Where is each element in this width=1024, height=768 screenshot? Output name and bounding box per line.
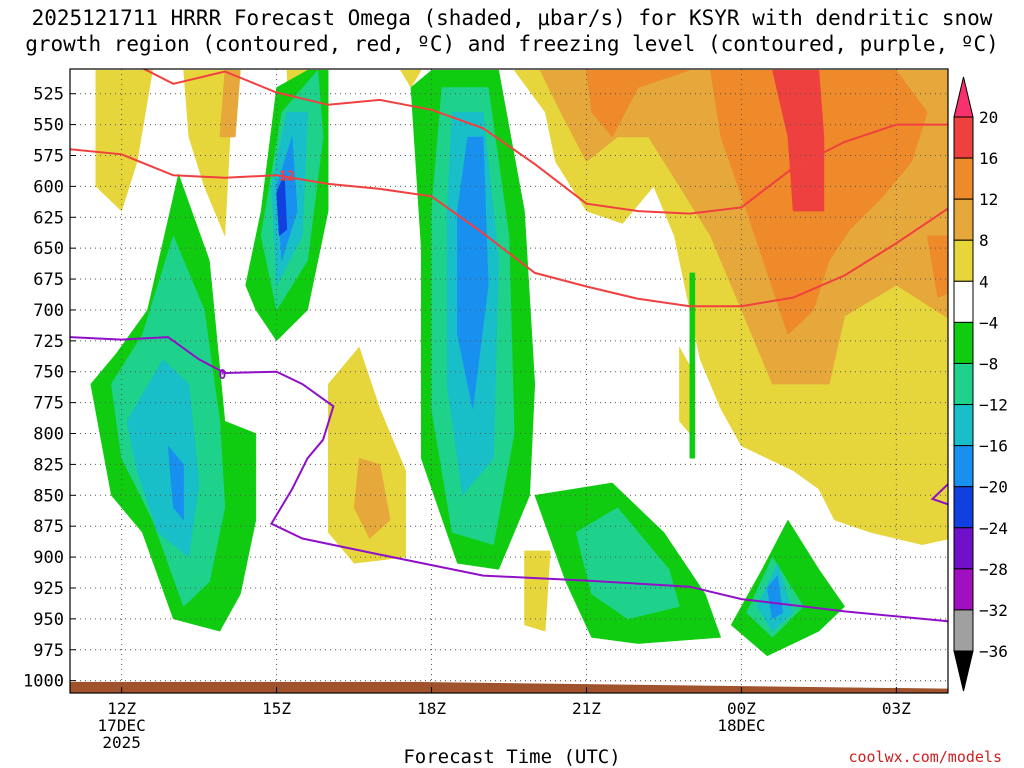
colorbar-bottom-arrow (953, 650, 974, 692)
x-tick-label-18-0: 18Z (417, 699, 446, 718)
y-tick-label-625: 625 (33, 208, 64, 228)
colorbar-label-11: −28 (979, 560, 1008, 579)
credit-text: coolwx.com/models (848, 748, 1002, 766)
colorbar-label-13: −36 (979, 642, 1008, 661)
colorbar-cell-4 (953, 239, 974, 282)
chart-title-line-1: 2025121711 HRRR Forecast Omega (shaded, … (31, 6, 993, 30)
colorbar-cell-2 (953, 157, 974, 200)
omega-region-13 (927, 235, 948, 298)
y-tick-label-850: 850 (33, 486, 64, 506)
y-tick-label-725: 725 (33, 332, 64, 352)
y-tick-label-600: 600 (33, 177, 64, 197)
contour-freezing-level (70, 336, 948, 623)
colorbar-top-arrow (953, 76, 974, 118)
omega-region-32 (167, 445, 184, 521)
colorbar-label-3: 8 (979, 231, 989, 250)
omega-region-11 (586, 69, 690, 138)
colorbar-cell-8 (953, 404, 974, 447)
x-tick-label-12-2: 2025 (102, 733, 141, 752)
colorbar-cell-11 (953, 527, 974, 570)
colorbar-label-4: 4 (979, 272, 989, 291)
omega-region-0 (95, 69, 153, 212)
contour-label-dendritic-growth-bottom: 12 (279, 169, 295, 184)
y-tick-label-1000: 1000 (23, 672, 64, 692)
y-tick-label-525: 525 (33, 85, 64, 105)
colorbar-cell-13 (953, 609, 974, 652)
y-tick-label-775: 775 (33, 394, 64, 414)
colorbar-label-5: −4 (979, 313, 998, 332)
omega-region-20 (689, 272, 696, 459)
contour-dendritic-growth-top (70, 148, 948, 308)
y-tick-label-800: 800 (33, 425, 64, 445)
colorbar-label-8: −16 (979, 437, 1008, 456)
colorbar-label-1: 16 (979, 149, 998, 168)
colorbar-cell-7 (953, 362, 974, 406)
colorbar-label-12: −32 (979, 601, 1008, 620)
y-tick-label-550: 550 (33, 116, 64, 136)
colorbar-cell-6 (953, 321, 974, 364)
y-tick-label-975: 975 (33, 641, 64, 661)
colorbar-cell-9 (953, 445, 974, 488)
y-tick-label-875: 875 (33, 517, 64, 537)
colorbar-label-0: 20 (979, 108, 998, 127)
omega-region-6 (524, 550, 551, 632)
y-tick-label-575: 575 (33, 146, 64, 166)
y-tick-label-825: 825 (33, 455, 64, 475)
colorbar-label-2: 12 (979, 190, 998, 209)
omega-region-9 (219, 69, 241, 138)
terrain-edge (410, 681, 948, 689)
y-tick-label-675: 675 (33, 270, 64, 290)
omega-region-4 (400, 69, 422, 88)
colorbar-cell-10 (953, 486, 974, 529)
y-tick-label-950: 950 (33, 610, 64, 630)
contour-label-freezing-level: 0 (218, 368, 226, 383)
colorbar-label-9: −20 (979, 478, 1008, 497)
colorbar-cell-3 (953, 198, 974, 241)
omega-region-10 (353, 457, 391, 539)
x-tick-label-21-0: 21Z (572, 699, 601, 718)
plot-frame (69, 68, 949, 694)
y-tick-label-900: 900 (33, 548, 64, 568)
x-axis-label: Forecast Time (UTC) (403, 746, 621, 768)
colorbar-cell-12 (953, 568, 974, 611)
omega-region-33 (766, 575, 783, 620)
x-tick-label-24-0: 00Z (727, 699, 756, 718)
contour-dendritic-growth-bottom (141, 69, 948, 215)
x-tick-label-15-0: 15Z (262, 699, 291, 718)
x-tick-label-27-0: 03Z (882, 699, 911, 718)
colorbar-label-7: −12 (979, 396, 1008, 415)
y-tick-label-700: 700 (33, 301, 64, 321)
x-tick-label-12-1: 17DEC (98, 716, 146, 735)
omega-region-24 (575, 507, 680, 620)
y-tick-label-750: 750 (33, 363, 64, 383)
colorbar-label-10: −24 (979, 519, 1008, 538)
contour-freezing-level-east (930, 482, 948, 506)
colorbar-cell-1 (953, 116, 974, 159)
colorbar-cell-5 (953, 280, 974, 323)
colorbar-label-6: −8 (979, 354, 998, 373)
chart-title-line-2: growth region (contoured, red, ºC) and f… (25, 32, 999, 56)
omega-region-34 (276, 173, 288, 237)
x-tick-label-24-1: 18DEC (717, 716, 765, 735)
y-tick-label-925: 925 (33, 579, 64, 599)
x-tick-label-12-0: 12Z (107, 699, 136, 718)
plot-area: 12 0 (70, 69, 948, 693)
y-tick-label-650: 650 (33, 239, 64, 259)
omega-region-14 (772, 69, 825, 212)
